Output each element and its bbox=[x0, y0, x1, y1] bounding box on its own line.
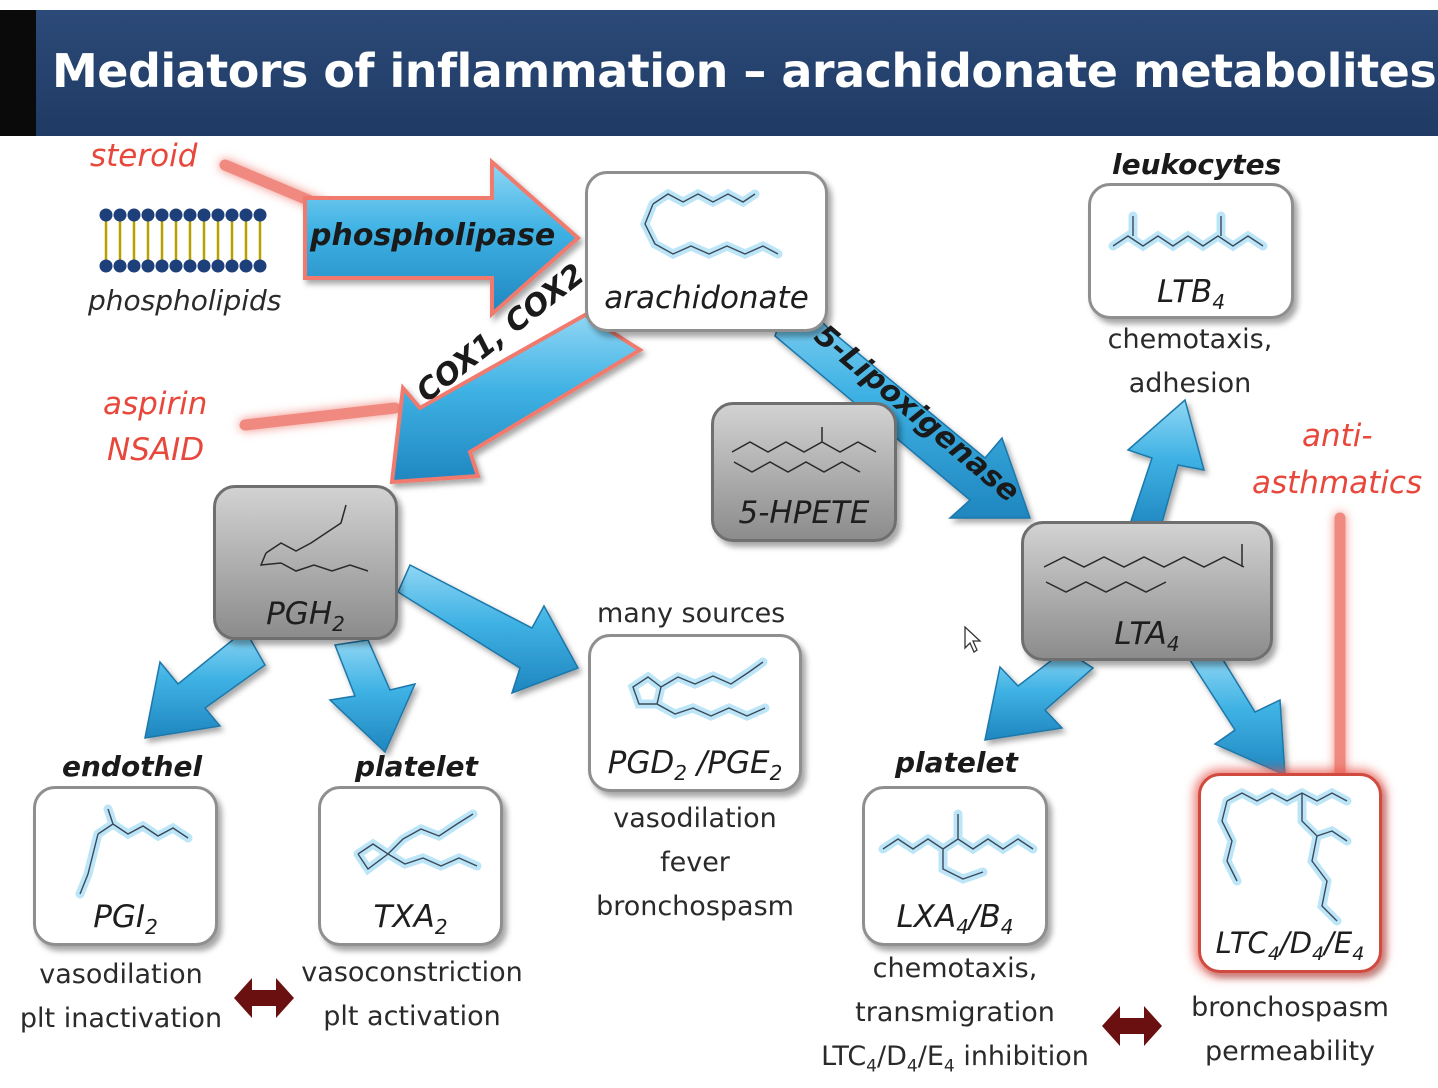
slide-title: Mediators of inflammation – arachidonate… bbox=[52, 44, 1437, 98]
anti-asthmatics-label-line1: anti- bbox=[1302, 418, 1373, 454]
pgd2-effects: vasodilation fever bronchospasm bbox=[580, 797, 810, 929]
anti-asthmatics-label-line2: asthmatics bbox=[1252, 465, 1423, 501]
platelet-left-label: platelet bbox=[355, 750, 478, 783]
platelet-right-label: platelet bbox=[895, 746, 1018, 779]
lta4-to-ltb4-arrow bbox=[1126, 398, 1206, 531]
pgh2-name: PGH2 bbox=[266, 596, 345, 637]
txa2-effects: vasoconstriction plt activation bbox=[290, 951, 534, 1039]
txa2-effect-2: plt activation bbox=[323, 1001, 501, 1032]
pgd2-pge2-node: PGD2 /PGE2 bbox=[588, 634, 802, 792]
ltb4-effect-1: chemotaxis, bbox=[1107, 324, 1273, 355]
pgi2-effect-2: plt inactivation bbox=[19, 1003, 223, 1034]
hpete-name: 5-HPETE bbox=[738, 495, 870, 531]
arachidonate-name: arachidonate bbox=[604, 280, 809, 316]
lta4-name: LTA4 bbox=[1114, 616, 1180, 657]
lipoxygenase-arrow bbox=[774, 288, 1032, 519]
lxa4-b4-name: LXA4/B4 bbox=[896, 899, 1014, 940]
aspirin-inhibition-line bbox=[239, 402, 401, 431]
txa2-structure-icon bbox=[353, 809, 482, 876]
ltc4-effect-2: permeability bbox=[1204, 1036, 1376, 1067]
lxa4-structure-icon bbox=[878, 809, 1038, 884]
pgd2-structure-icon bbox=[627, 657, 770, 721]
ltc4-effects: bronchospasm permeability bbox=[1175, 986, 1405, 1074]
header-left-bar bbox=[0, 10, 36, 136]
arachidonate-node: arachidonate bbox=[585, 171, 828, 332]
pathway-arrows bbox=[144, 157, 1286, 777]
cox-arrow bbox=[389, 312, 644, 485]
lxa4-effects: chemotaxis, transmigration LTC4/D4/E4 in… bbox=[800, 947, 1110, 1088]
phospholipids-label: phospholipids bbox=[88, 284, 282, 317]
ltc4-d4-e4-name: LTC4/D4/E4 bbox=[1215, 926, 1365, 965]
many-sources-label: many sources bbox=[597, 598, 786, 629]
header-band bbox=[36, 10, 1438, 136]
lxa4-ltc4-double-arrow bbox=[1102, 1006, 1162, 1046]
pgi2-effect-1: vasodilation bbox=[39, 959, 203, 990]
slide-header: Mediators of inflammation – arachidonate… bbox=[0, 0, 1438, 136]
mouse-cursor-icon bbox=[964, 625, 982, 653]
leukocytes-label: leukocytes bbox=[1112, 148, 1282, 181]
lxa4-b4-node: LXA4/B4 bbox=[862, 786, 1048, 946]
lta4-structure-icon bbox=[1043, 544, 1245, 593]
aspirin-label: aspirin bbox=[103, 386, 208, 422]
steroid-label: steroid bbox=[90, 138, 198, 174]
ltb4-effect-2: adhesion bbox=[1128, 368, 1252, 399]
pgd2-effect-2: fever bbox=[660, 847, 730, 878]
ltc4-d4-e4-node: LTC4/D4/E4 bbox=[1198, 773, 1382, 973]
hpete-structure-icon bbox=[731, 427, 877, 473]
arachidonate-structure-icon bbox=[640, 188, 783, 260]
lxa4-effect-1: chemotaxis, bbox=[872, 953, 1038, 984]
pgh2-node: PGH2 bbox=[213, 485, 398, 640]
phospholipid-bilayer-icon bbox=[99, 208, 267, 273]
pgi2-effects: vasodilation plt inactivation bbox=[5, 953, 237, 1041]
nsaid-label: NSAID bbox=[107, 432, 205, 468]
hpete-node: 5-HPETE bbox=[711, 402, 897, 542]
ltc4-effect-1: bronchospasm bbox=[1191, 992, 1389, 1023]
pgi2-structure-icon bbox=[75, 804, 193, 899]
ltb4-structure-icon bbox=[1108, 211, 1268, 252]
pgh2-to-pgi2-arrow bbox=[144, 628, 266, 739]
lxa4-effect-3: LTC4/D4/E4 inhibition bbox=[821, 1041, 1089, 1077]
lta4-to-ltc4-arrow bbox=[1188, 654, 1286, 777]
pgh2-to-txa2-arrow bbox=[328, 639, 417, 754]
txa2-effect-1: vasoconstriction bbox=[301, 957, 523, 988]
txa2-node: TXA2 bbox=[318, 786, 503, 946]
pgh2-structure-icon bbox=[259, 504, 369, 572]
pgi2-name: PGI2 bbox=[93, 899, 158, 940]
pgd2-effect-1: vasodilation bbox=[613, 803, 777, 834]
lxa4-effect-2: transmigration bbox=[855, 997, 1055, 1028]
pgd2-pge2-name: PGD2 /PGE2 bbox=[607, 745, 783, 786]
ltb4-name: LTB4 bbox=[1156, 274, 1226, 315]
pgi2-txa2-double-arrow bbox=[234, 978, 294, 1018]
antagonism-arrows bbox=[234, 978, 1162, 1046]
txa2-name: TXA2 bbox=[373, 899, 448, 940]
phospholipase-arrow bbox=[303, 157, 582, 319]
pgd2-effect-3: bronchospasm bbox=[596, 891, 794, 922]
lta4-to-lxa4-arrow bbox=[984, 649, 1095, 741]
ltb4-effects: chemotaxis, adhesion bbox=[1090, 318, 1290, 406]
ltb4-node: LTB4 bbox=[1088, 183, 1294, 319]
pgi2-node: PGI2 bbox=[33, 786, 218, 946]
endothel-label: endothel bbox=[62, 750, 203, 783]
lta4-node: LTA4 bbox=[1021, 521, 1273, 661]
ltc4-structure-icon bbox=[1217, 787, 1352, 926]
pgh2-to-pgd2-arrow bbox=[397, 563, 580, 695]
phospholipase-label: phospholipase bbox=[310, 218, 556, 253]
